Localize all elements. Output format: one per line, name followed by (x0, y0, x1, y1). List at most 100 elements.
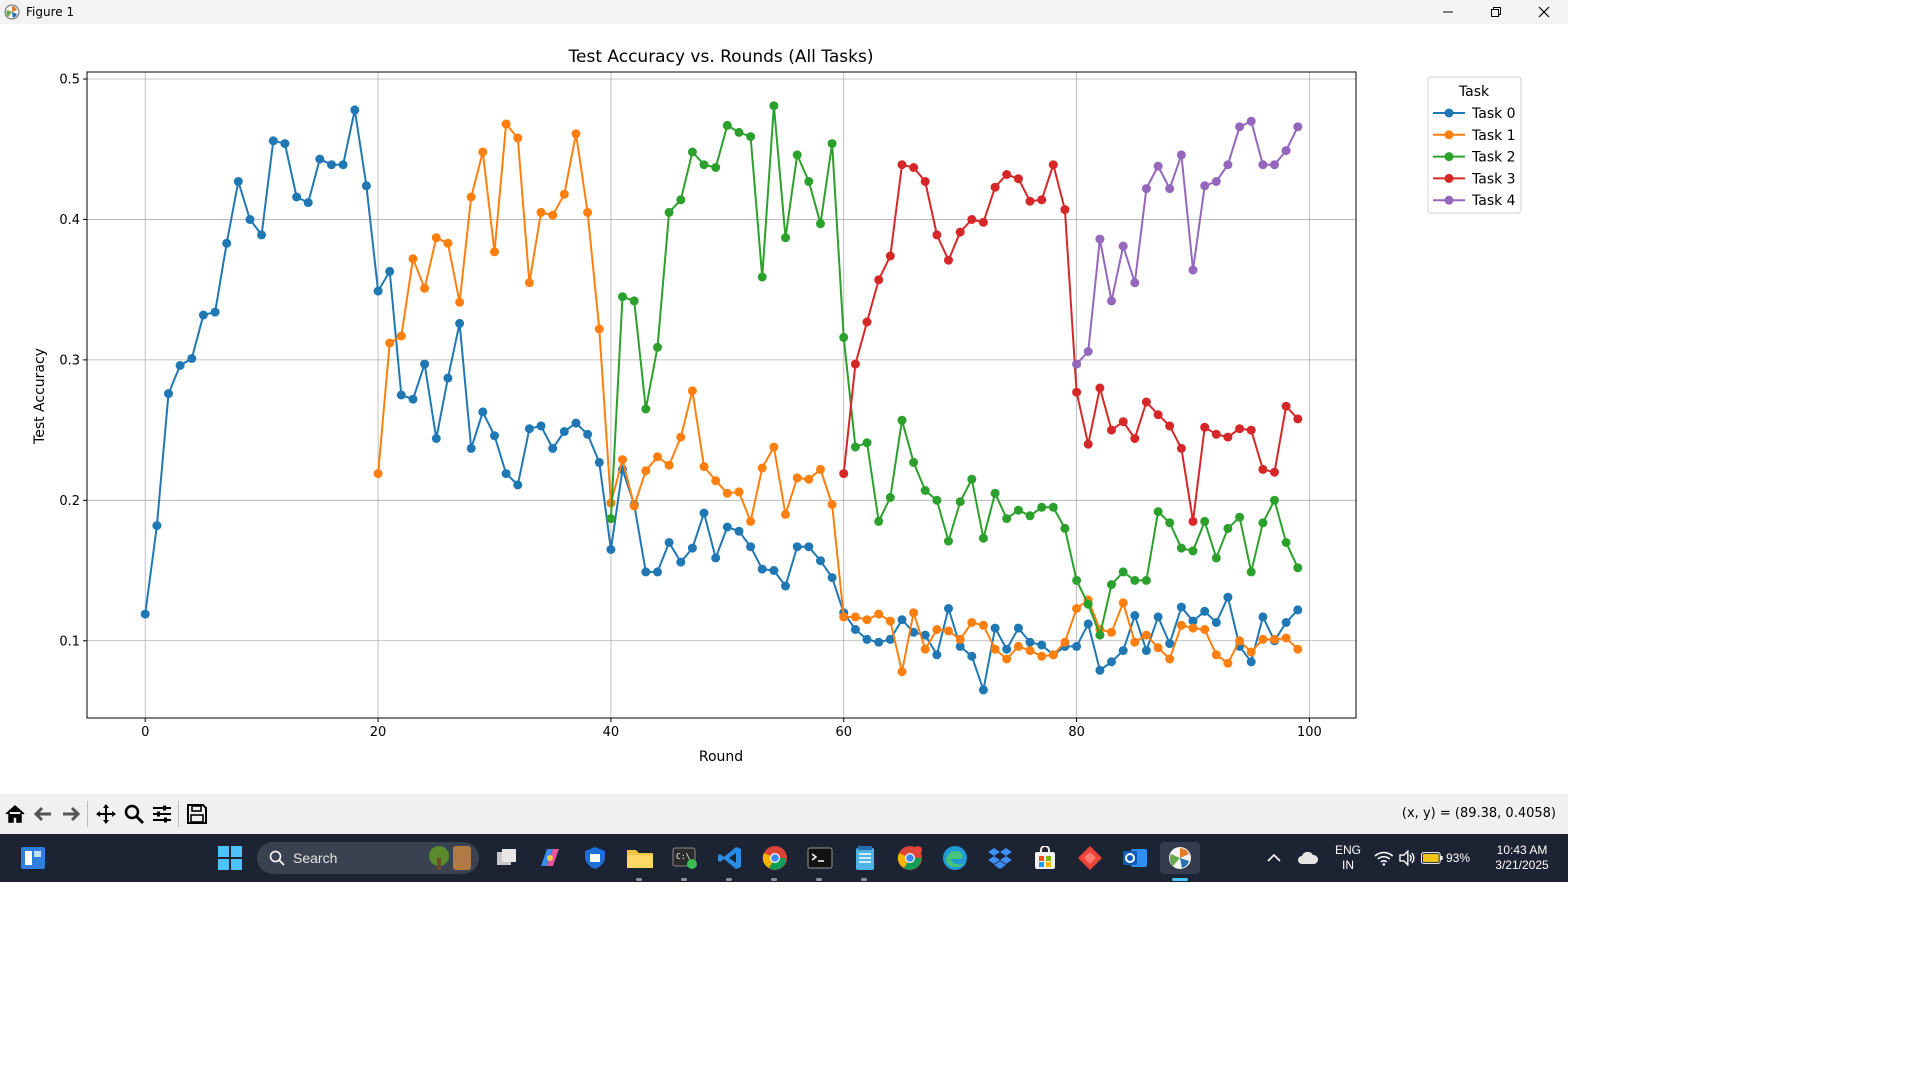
vscode-button[interactable] (714, 842, 746, 874)
data-point (967, 215, 977, 224)
open-indicator (771, 878, 777, 881)
data-point (920, 644, 930, 654)
show-hidden-icons-button[interactable] (1262, 842, 1286, 874)
chrome-profile-icon (897, 846, 922, 870)
data-point (920, 486, 930, 495)
data-point (897, 667, 907, 677)
chrome-profile-button[interactable] (894, 842, 926, 874)
data-point (268, 136, 278, 146)
data-point (1188, 516, 1198, 526)
copilot-button[interactable] (534, 842, 566, 874)
data-point (804, 177, 814, 186)
data-point (781, 581, 790, 591)
defender-button[interactable] (579, 842, 611, 874)
close-icon (1538, 6, 1550, 18)
data-point (1083, 439, 1093, 449)
edge-button[interactable] (939, 842, 971, 874)
windows-taskbar: Search C:\ (0, 834, 1568, 882)
legend-label: Task 3 (1471, 171, 1516, 187)
dropbox-button[interactable] (984, 842, 1016, 874)
file-explorer-button[interactable] (624, 842, 656, 874)
data-point (548, 443, 558, 453)
microsoft-store-button[interactable] (1029, 842, 1061, 874)
data-point (1107, 425, 1116, 435)
onedrive-button[interactable] (1294, 842, 1322, 874)
legend-label: Task 4 (1471, 193, 1516, 209)
data-point (734, 487, 744, 497)
notepad-button[interactable] (849, 842, 881, 874)
terminal-app-button[interactable]: C:\ (669, 842, 701, 874)
restore-button[interactable] (1472, 0, 1520, 24)
language-indicator[interactable]: ENG IN (1330, 843, 1366, 873)
search-icon (269, 850, 285, 866)
forward-button[interactable] (58, 801, 84, 827)
windows-terminal-button[interactable] (804, 842, 836, 874)
taskbar-search-box[interactable]: Search (257, 842, 479, 874)
data-point (164, 389, 173, 399)
data-point (1002, 654, 1012, 664)
chrome-button[interactable] (759, 842, 791, 874)
data-point (897, 160, 907, 170)
widgets-icon (21, 847, 45, 869)
series-task-0 (140, 105, 1303, 695)
data-point (1165, 421, 1175, 431)
y-tick-label: 0.4 (59, 213, 80, 228)
data-point (1188, 265, 1198, 275)
data-point (1223, 432, 1233, 442)
legend-entry: Task 0 (1433, 106, 1516, 122)
save-button[interactable] (184, 801, 210, 827)
data-point (536, 207, 546, 217)
copilot-icon (541, 849, 559, 866)
data-point (1072, 359, 1082, 369)
matplotlib-taskbar-button[interactable] (1160, 842, 1200, 874)
data-point (827, 139, 837, 149)
quick-settings-button[interactable]: 93% (1374, 842, 1470, 874)
data-point (932, 650, 942, 660)
data-point (443, 238, 453, 248)
back-button[interactable] (30, 801, 56, 827)
data-point (350, 105, 360, 115)
figure-canvas[interactable]: 0 20 40 60 80 100 0.1 0.2 0.3 0.4 0.5 Test Accurac… (0, 24, 1568, 794)
toolbar-separator (87, 801, 88, 827)
data-point (1025, 646, 1035, 656)
data-point (1130, 575, 1140, 585)
legend-entry: Task 3 (1433, 171, 1516, 187)
data-point (862, 317, 872, 327)
widgets-button[interactable] (17, 842, 49, 874)
data-point (455, 318, 465, 328)
home-button[interactable] (2, 801, 28, 827)
task-view-button[interactable] (491, 842, 523, 874)
data-point (1107, 580, 1116, 590)
data-point (431, 233, 441, 243)
data-point (1141, 575, 1151, 585)
y-axis-label: Test Accuracy (32, 348, 48, 445)
data-point (455, 297, 465, 307)
data-point (990, 644, 1000, 654)
data-point (1095, 665, 1105, 675)
windows-start-icon (218, 846, 242, 870)
clock[interactable]: 10:43 AM 3/21/2025 (1488, 843, 1556, 873)
outlook-button[interactable] (1119, 842, 1151, 874)
data-point (1176, 443, 1186, 453)
zoom-button[interactable] (121, 801, 147, 827)
pan-button[interactable] (93, 801, 119, 827)
series-task-4 (1072, 116, 1303, 369)
close-button[interactable] (1520, 0, 1568, 24)
minimize-button[interactable] (1424, 0, 1472, 24)
anydesk-button[interactable] (1074, 842, 1106, 874)
data-point (722, 488, 732, 498)
data-point (664, 207, 674, 217)
data-point (1002, 644, 1012, 654)
series-task-3 (839, 160, 1303, 526)
configure-subplots-button[interactable] (149, 801, 175, 827)
data-point (606, 514, 616, 524)
data-point (1141, 630, 1151, 640)
data-point (874, 275, 884, 285)
data-point (897, 415, 907, 425)
data-point (909, 608, 919, 618)
data-point (932, 625, 942, 634)
start-button[interactable] (214, 842, 246, 874)
restore-icon (1491, 7, 1501, 17)
data-point (408, 254, 418, 264)
data-point (292, 192, 302, 202)
